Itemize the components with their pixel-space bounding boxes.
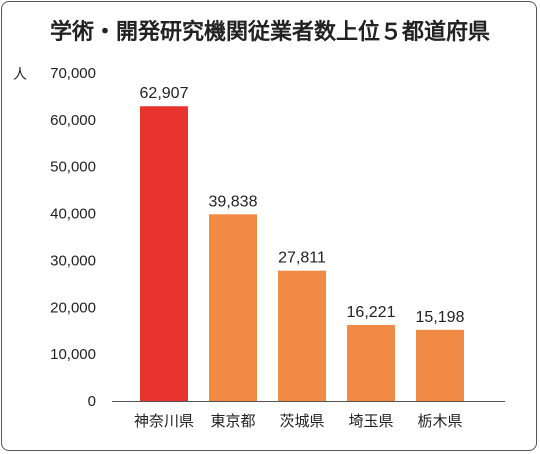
bar <box>347 324 395 401</box>
y-tick-label: 40,000 <box>50 206 96 223</box>
bar <box>209 214 257 401</box>
category-labels: 神奈川県 東京都 茨城県 埼玉県 栃木県 <box>134 412 463 430</box>
value-label: 39,838 <box>209 193 258 210</box>
value-label: 16,221 <box>347 304 396 321</box>
y-tick-label: 10,000 <box>50 346 96 363</box>
y-tick-label: 20,000 <box>50 299 96 316</box>
category-label: 茨城県 <box>279 412 324 430</box>
category-label: 栃木県 <box>417 412 462 430</box>
category-label: 埼玉県 <box>348 412 393 430</box>
category-label: 神奈川県 <box>134 412 194 430</box>
y-tick-label: 30,000 <box>50 252 96 269</box>
chart-title: 学術・開発研究機関従業者数上位５都道府県 <box>50 19 490 45</box>
category-label: 東京都 <box>210 412 255 430</box>
bars <box>140 106 464 401</box>
value-labels: 62,907 39,838 27,811 16,221 15,198 <box>140 85 465 326</box>
y-tick-label: 50,000 <box>50 159 96 176</box>
y-tick-label: 0 <box>88 393 96 410</box>
bar <box>278 270 326 401</box>
value-label: 62,907 <box>140 85 189 102</box>
y-tick-label: 70,000 <box>50 65 96 82</box>
y-tick-label: 60,000 <box>50 112 96 129</box>
y-axis-unit-label: 人 <box>13 67 27 83</box>
bar <box>416 329 464 401</box>
value-label: 27,811 <box>278 250 326 267</box>
y-axis: 0 10,000 20,000 30,000 40,000 50,000 60,000 70,… <box>50 65 96 410</box>
value-label: 15,198 <box>416 309 465 326</box>
bar <box>140 106 188 401</box>
